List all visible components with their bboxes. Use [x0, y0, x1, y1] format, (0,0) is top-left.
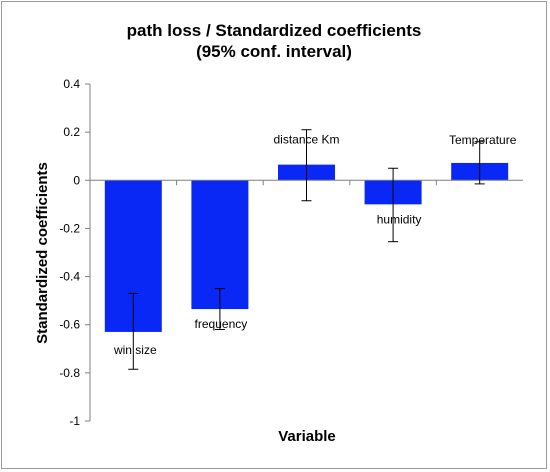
y-tick-label: -0.6 [59, 318, 80, 332]
plot-area: 0.4 0.2 0 -0.2 -0.4 -0.6 -0.8 -1 win size frequen… [59, 77, 523, 428]
x-axis-title: Variable [278, 428, 336, 445]
y-tick-label: 0.2 [63, 125, 80, 139]
chart-title: path loss / Standardized coefficients [127, 21, 422, 40]
category-label-4: humidity [377, 212, 422, 226]
category-label-1: win size [113, 343, 157, 357]
y-axis-title: Standardized coefficients [34, 162, 51, 344]
chart-subtitle: (95% conf. interval) [196, 42, 352, 61]
y-tick-label: -0.2 [59, 221, 80, 235]
y-tick-label: -0.8 [59, 366, 80, 380]
bar-2 [191, 180, 249, 310]
y-tick-label: 0 [73, 173, 80, 187]
y-tick-label: -0.4 [59, 270, 80, 284]
category-label-3: distance Km [273, 133, 339, 147]
category-label-5: Temperature [449, 133, 517, 147]
y-tick-label: 0.4 [63, 77, 80, 91]
category-label-2: frequency [195, 317, 248, 331]
y-tick-label: -1 [69, 414, 80, 428]
